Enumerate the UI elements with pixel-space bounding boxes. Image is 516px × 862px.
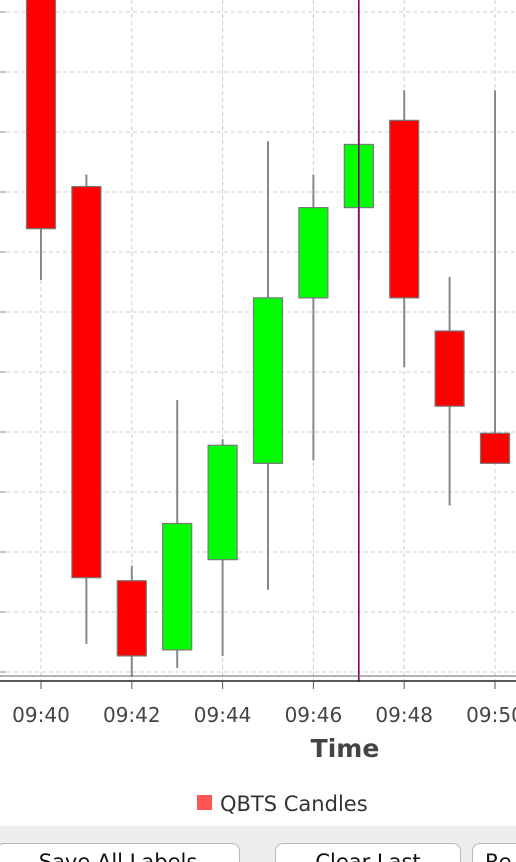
candle-body-down <box>434 330 465 407</box>
candle <box>71 174 102 644</box>
x-tick-label: 09:44 <box>194 703 252 727</box>
candles <box>25 0 511 677</box>
x-tick-label: 09:42 <box>103 703 161 727</box>
x-axis-title: Time <box>311 734 380 763</box>
candle-body-up <box>252 297 284 464</box>
candle-body-down <box>25 0 57 230</box>
chart: 09:40 09:42 09:44 09:46 09:48 09:50 Time QBTS… <box>0 0 516 816</box>
clear-last-button[interactable]: Clear Last <box>275 843 461 862</box>
candle <box>25 0 57 280</box>
x-axis <box>0 675 516 682</box>
legend-label: QBTS Candles <box>220 792 368 816</box>
candle-body-up <box>207 444 238 561</box>
candle-body-down <box>116 580 147 657</box>
x-tick-label: 09:48 <box>375 703 433 727</box>
candle <box>162 400 193 668</box>
legend: QBTS Candles <box>197 792 368 816</box>
candle-body-up <box>298 207 329 299</box>
x-tick-labels: 09:40 09:42 09:44 09:46 09:48 09:50 <box>12 681 516 727</box>
reset-button[interactable]: Re <box>472 843 516 862</box>
x-tick-label: 09:50 <box>466 703 516 727</box>
candle <box>116 565 147 677</box>
candle <box>389 90 420 368</box>
save-all-labels-button[interactable]: Save All Labels <box>0 843 240 862</box>
x-tick-label: 09:40 <box>12 703 70 727</box>
candle <box>298 174 329 461</box>
x-tick-label: 09:46 <box>285 703 343 727</box>
candle-body-up <box>162 522 193 651</box>
button-bar: Save All Labels Clear Last Re <box>0 826 516 862</box>
candle <box>434 276 465 506</box>
candle-body-down <box>479 432 511 464</box>
candle-body-down <box>71 185 102 579</box>
candle <box>252 141 284 590</box>
candle-body-down <box>389 119 420 299</box>
candle <box>479 90 511 464</box>
candle <box>207 439 238 656</box>
legend-swatch <box>197 795 212 810</box>
